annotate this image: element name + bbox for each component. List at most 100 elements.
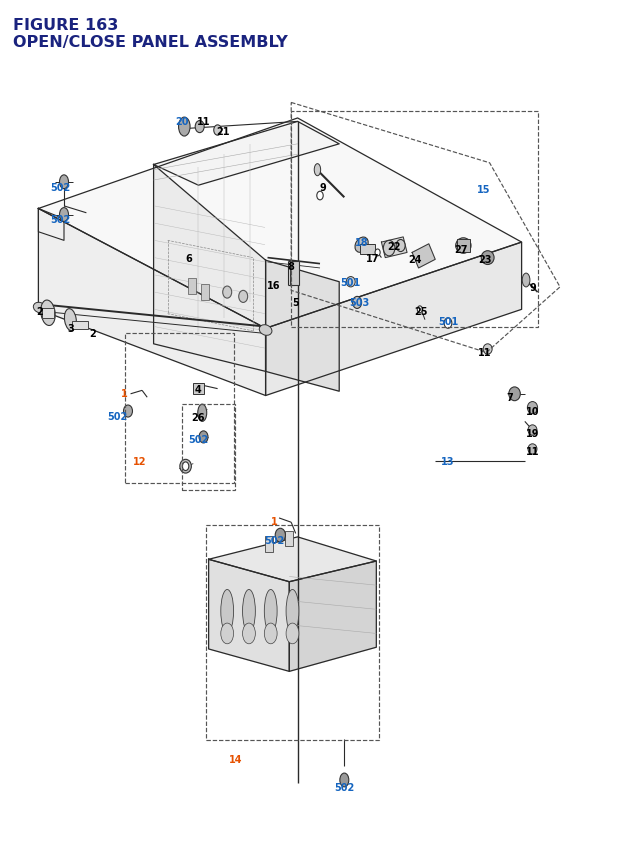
- Ellipse shape: [264, 590, 277, 633]
- Ellipse shape: [286, 623, 299, 644]
- Ellipse shape: [198, 405, 207, 422]
- Circle shape: [396, 240, 405, 252]
- Polygon shape: [266, 261, 339, 392]
- Ellipse shape: [60, 208, 68, 222]
- Text: 502: 502: [264, 536, 284, 546]
- Polygon shape: [266, 243, 522, 396]
- Ellipse shape: [264, 623, 277, 644]
- Text: 25: 25: [414, 307, 428, 317]
- Polygon shape: [289, 561, 376, 672]
- Text: 22: 22: [387, 241, 401, 251]
- Ellipse shape: [65, 309, 76, 331]
- Text: 16: 16: [267, 281, 281, 291]
- Text: 26: 26: [191, 412, 205, 423]
- Text: 2: 2: [90, 328, 96, 338]
- Text: 501: 501: [438, 317, 458, 327]
- Circle shape: [199, 431, 208, 443]
- Ellipse shape: [221, 623, 234, 644]
- Ellipse shape: [509, 387, 520, 401]
- Text: 502: 502: [107, 412, 127, 422]
- Text: 501: 501: [340, 277, 361, 288]
- Text: 27: 27: [454, 245, 468, 255]
- Bar: [72, 321, 88, 330]
- Text: 502: 502: [51, 183, 71, 193]
- Ellipse shape: [286, 590, 299, 633]
- Text: 11: 11: [478, 348, 492, 358]
- Text: 19: 19: [525, 428, 540, 438]
- Polygon shape: [381, 238, 407, 258]
- Circle shape: [444, 319, 452, 329]
- Bar: [193, 384, 204, 394]
- Bar: [42, 308, 54, 319]
- Bar: [290, 262, 299, 286]
- Polygon shape: [154, 165, 266, 372]
- Ellipse shape: [346, 277, 355, 288]
- Text: 15: 15: [476, 184, 490, 195]
- Circle shape: [182, 462, 189, 471]
- Text: OPEN/CLOSE PANEL ASSEMBLY: OPEN/CLOSE PANEL ASSEMBLY: [13, 34, 287, 49]
- Circle shape: [195, 121, 204, 133]
- Ellipse shape: [355, 238, 368, 253]
- Ellipse shape: [481, 251, 494, 265]
- Text: 502: 502: [51, 214, 71, 225]
- Text: 11: 11: [196, 117, 211, 127]
- Text: 3: 3: [67, 324, 74, 334]
- Text: 23: 23: [478, 255, 492, 265]
- Polygon shape: [38, 209, 64, 241]
- Circle shape: [239, 291, 248, 303]
- Ellipse shape: [60, 176, 68, 189]
- Ellipse shape: [243, 590, 255, 633]
- Circle shape: [417, 307, 422, 313]
- Text: 10: 10: [525, 406, 540, 417]
- Circle shape: [383, 241, 395, 257]
- Text: 14: 14: [228, 754, 243, 765]
- Text: 1: 1: [122, 388, 128, 399]
- Bar: [188, 279, 196, 294]
- Circle shape: [375, 250, 380, 257]
- Circle shape: [353, 297, 362, 309]
- Text: 21: 21: [216, 127, 230, 137]
- Bar: [285, 531, 293, 547]
- Polygon shape: [412, 245, 435, 269]
- Polygon shape: [154, 122, 339, 186]
- Bar: [457, 240, 470, 252]
- Text: 502: 502: [188, 434, 209, 444]
- Text: 6: 6: [186, 253, 192, 263]
- Text: 503: 503: [349, 298, 370, 308]
- Text: 9: 9: [320, 183, 326, 193]
- Text: 17: 17: [365, 253, 380, 263]
- Polygon shape: [38, 119, 522, 329]
- Text: 5: 5: [292, 298, 299, 308]
- Text: 18: 18: [355, 238, 369, 248]
- Text: 20: 20: [175, 117, 189, 127]
- Ellipse shape: [528, 425, 537, 436]
- Circle shape: [317, 192, 323, 201]
- Text: FIGURE 163: FIGURE 163: [13, 18, 118, 33]
- Text: 8: 8: [288, 262, 294, 272]
- Text: 11: 11: [525, 446, 540, 456]
- Bar: [360, 245, 375, 255]
- Bar: [265, 536, 273, 552]
- Ellipse shape: [33, 303, 46, 313]
- Circle shape: [214, 126, 221, 136]
- Circle shape: [223, 287, 232, 299]
- Ellipse shape: [340, 773, 349, 787]
- Text: 9: 9: [529, 282, 536, 293]
- Text: 7: 7: [506, 393, 513, 403]
- Polygon shape: [209, 560, 289, 672]
- Ellipse shape: [456, 238, 471, 254]
- Ellipse shape: [41, 300, 55, 326]
- Circle shape: [124, 406, 132, 418]
- Ellipse shape: [243, 623, 255, 644]
- Text: 13: 13: [441, 456, 455, 467]
- Polygon shape: [38, 209, 266, 396]
- Ellipse shape: [528, 444, 537, 455]
- Ellipse shape: [259, 325, 272, 336]
- Ellipse shape: [179, 118, 190, 137]
- Text: 1: 1: [271, 516, 277, 526]
- Ellipse shape: [221, 590, 234, 633]
- Text: 2: 2: [36, 307, 43, 317]
- Ellipse shape: [522, 274, 530, 288]
- Ellipse shape: [527, 402, 538, 414]
- Text: 12: 12: [132, 456, 147, 467]
